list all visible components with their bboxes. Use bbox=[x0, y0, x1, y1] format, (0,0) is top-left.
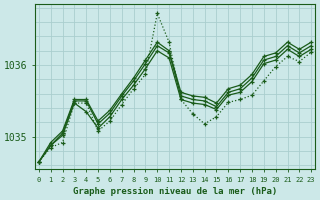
X-axis label: Graphe pression niveau de la mer (hPa): Graphe pression niveau de la mer (hPa) bbox=[73, 187, 277, 196]
